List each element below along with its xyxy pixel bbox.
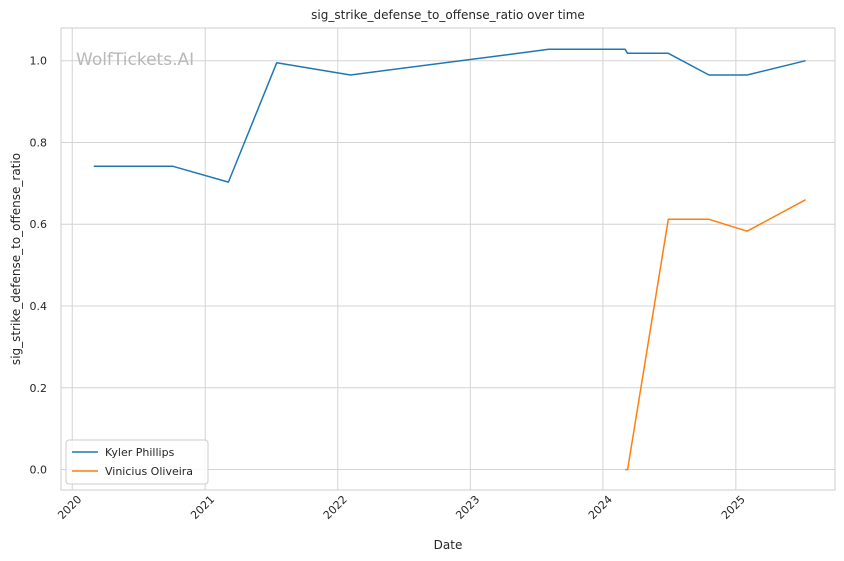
chart-title: sig_strike_defense_to_offense_ratio over… (311, 8, 585, 22)
y-tick-label: 1.0 (30, 55, 48, 68)
legend-label-kyler-phillips: Kyler Phillips (105, 446, 175, 459)
y-tick-label: 0.8 (30, 136, 48, 149)
y-tick-label: 0.4 (30, 300, 48, 313)
watermark-text: WolfTickets.AI (76, 50, 194, 70)
series-lines (93, 48, 806, 471)
y-tick-label: 0.0 (30, 464, 48, 477)
plot-frame (60, 27, 836, 491)
legend-box (65, 439, 209, 485)
y-tick-label: 0.6 (30, 218, 48, 231)
series-line-kyler-phillips (93, 48, 806, 183)
legend-label-vinicius-oliveira: Vinicius Oliveira (105, 465, 193, 478)
x-axis-title: Date (434, 538, 463, 552)
grid-lines (61, 28, 835, 490)
series-line-vinicius-oliveira (625, 199, 806, 471)
y-tick-label: 0.2 (30, 382, 48, 395)
legend: Kyler Phillips Vinicius Oliveira (65, 439, 209, 485)
y-axis-title: sig_strike_defense_to_offense_ratio (9, 153, 23, 365)
